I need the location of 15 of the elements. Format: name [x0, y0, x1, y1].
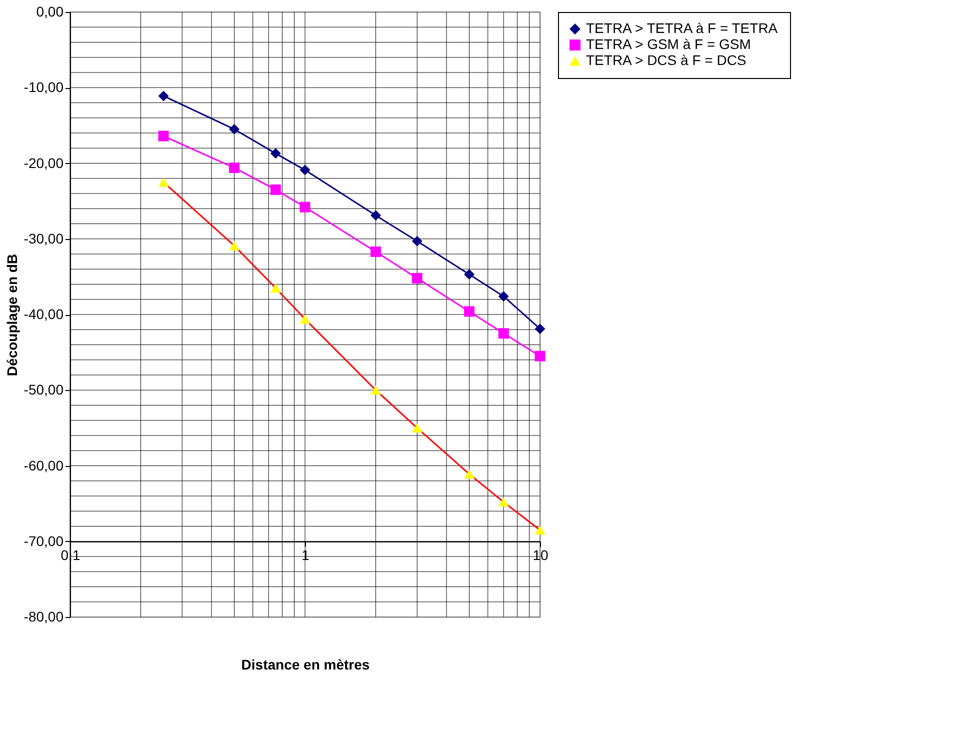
y-tick-label: -20,00 [24, 154, 64, 171]
legend-label: TETRA > TETRA à F = TETRA [586, 20, 778, 36]
y-axis-title: Découplage en dB [4, 254, 20, 376]
legend-label: TETRA > GSM à F = GSM [586, 36, 751, 52]
y-tick-label: -40,00 [24, 306, 64, 322]
y-tick-label: 0,00 [36, 4, 64, 20]
y-tick-label: -70,00 [24, 532, 64, 549]
y-tick-label: -30,00 [24, 230, 64, 246]
y-tick-label: -60,00 [24, 457, 64, 474]
legend-label: TETRA > DCS à F = DCS [586, 52, 746, 68]
x-tick-label: 1 [302, 546, 310, 563]
x-axis-title: Distance en mètres [241, 656, 370, 672]
y-tick-label: -80,00 [24, 608, 64, 624]
y-tick-label: -10,00 [24, 79, 64, 96]
y-tick-label: -50,00 [24, 382, 64, 398]
